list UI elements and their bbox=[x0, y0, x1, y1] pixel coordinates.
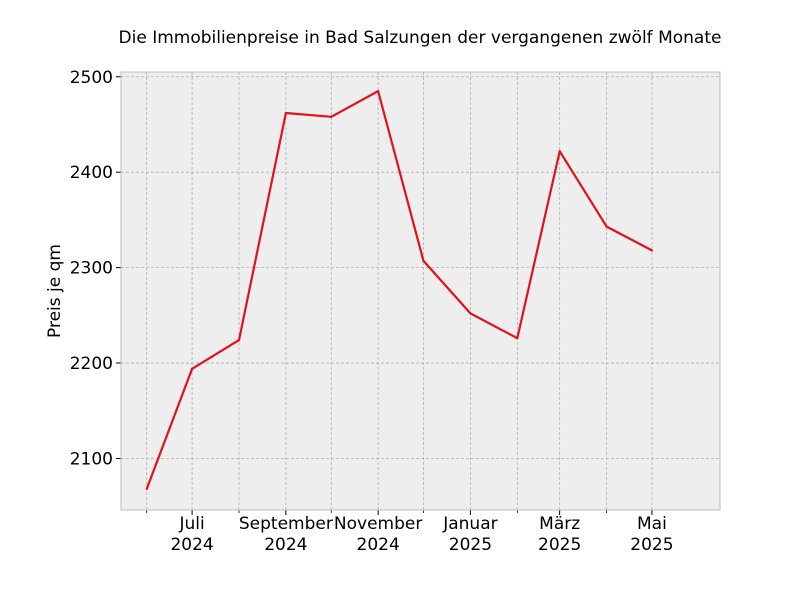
x-tick-label-year: 2025 bbox=[538, 535, 581, 555]
x-tick-label-year: 2024 bbox=[357, 535, 400, 555]
x-tick-label: Januar bbox=[442, 514, 497, 534]
axis-ticks: 21002200230024002500Juli2024September202… bbox=[70, 68, 674, 555]
x-tick-label-year: 2025 bbox=[449, 535, 492, 555]
price-line bbox=[145, 90, 653, 490]
data-point bbox=[330, 115, 333, 118]
chart-title: Die Immobilienpreise in Bad Salzungen de… bbox=[119, 28, 722, 48]
plot-frame bbox=[120, 71, 721, 511]
grid bbox=[121, 72, 720, 510]
x-tick-label-year: 2025 bbox=[630, 535, 673, 555]
y-tick-label: 2200 bbox=[70, 354, 113, 374]
y-axis-label: Preis je qm bbox=[45, 244, 65, 338]
plot-area bbox=[121, 72, 720, 510]
data-point bbox=[605, 225, 608, 228]
data-point bbox=[558, 150, 561, 153]
data-point bbox=[237, 339, 241, 342]
data-point bbox=[145, 487, 148, 491]
x-tick-label: März bbox=[539, 514, 580, 534]
data-points bbox=[145, 89, 654, 491]
y-tick-label: 2400 bbox=[70, 163, 113, 183]
x-tick-label: September bbox=[239, 514, 333, 534]
data-point bbox=[469, 312, 472, 315]
x-tick-label: Juli bbox=[178, 514, 204, 534]
y-tick-label: 2300 bbox=[70, 259, 113, 279]
y-tick-label: 2500 bbox=[70, 68, 113, 88]
data-point bbox=[190, 367, 194, 370]
y-tick-label: 2100 bbox=[70, 449, 113, 469]
data-point bbox=[284, 111, 287, 115]
data-point bbox=[377, 89, 380, 93]
x-tick-label: Mai bbox=[637, 514, 667, 534]
x-tick-label-year: 2024 bbox=[170, 535, 213, 555]
data-point bbox=[650, 249, 654, 252]
data-point bbox=[422, 259, 425, 263]
data-point bbox=[516, 337, 519, 340]
x-tick-label-year: 2024 bbox=[264, 535, 307, 555]
x-tick-label: November bbox=[334, 514, 422, 534]
